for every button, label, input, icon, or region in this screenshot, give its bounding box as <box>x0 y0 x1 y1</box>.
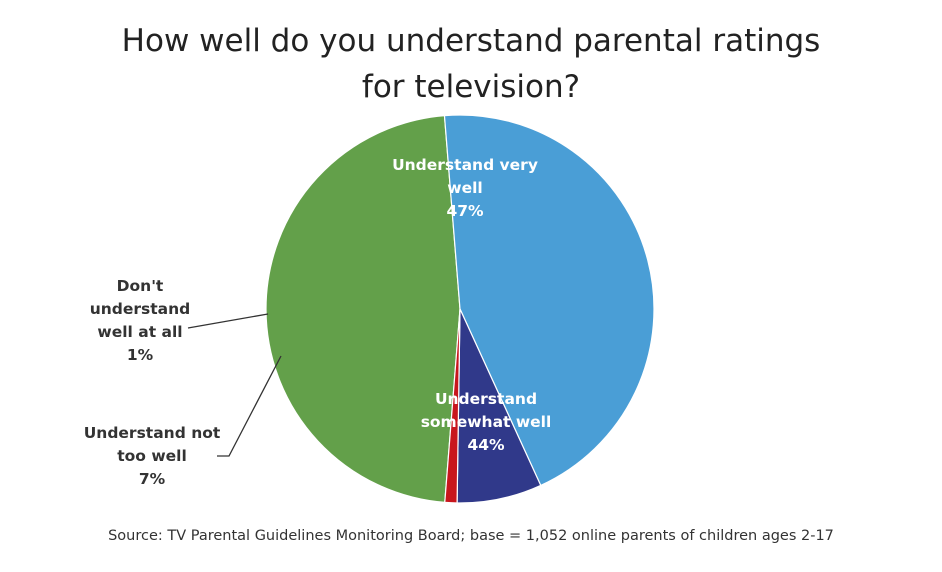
slice-label-line: 1% <box>127 346 154 364</box>
slice-label-dont-understand-well-at-all: Don't understand well at all 1% <box>90 277 191 364</box>
slice-label-line: Don't <box>117 277 164 295</box>
leader-line-understand-not-too-well <box>217 355 282 457</box>
pie-slice-understand-somewhat-well <box>443 114 655 487</box>
chart-title: How well do you understand parental rati… <box>0 18 942 110</box>
slice-label-line: 44% <box>467 436 505 454</box>
pie-slice-understand-very-well <box>265 114 461 504</box>
slice-label-understand-somewhat-well: Understand somewhat well 44% <box>421 390 552 454</box>
source-note: Source: TV Parental Guidelines Monitorin… <box>108 528 834 544</box>
slice-label-line: well <box>447 179 482 197</box>
slice-label-line: well at all <box>97 323 182 341</box>
slice-label-understand-not-too-well: Understand not too well 7% <box>84 424 221 488</box>
chart-title-line-2: for television? <box>361 69 581 105</box>
leader-line-dont-understand-well-at-all <box>187 313 269 329</box>
slice-label-line: Understand very <box>392 156 538 174</box>
slice-label-line: understand <box>90 300 191 318</box>
slice-label-line: Understand not <box>84 424 221 442</box>
chart-title-line-1: How well do you understand parental rati… <box>121 23 821 59</box>
slice-label-line: somewhat well <box>421 413 552 431</box>
slice-label-line: 47% <box>446 202 484 220</box>
pie-slice-dont-understand-well-at-all <box>444 308 461 504</box>
slice-label-understand-very-well: Understand very well 47% <box>392 156 538 220</box>
slice-label-line: Understand <box>435 390 537 408</box>
slice-label-line: 7% <box>139 470 166 488</box>
slice-label-line: too well <box>117 447 187 465</box>
